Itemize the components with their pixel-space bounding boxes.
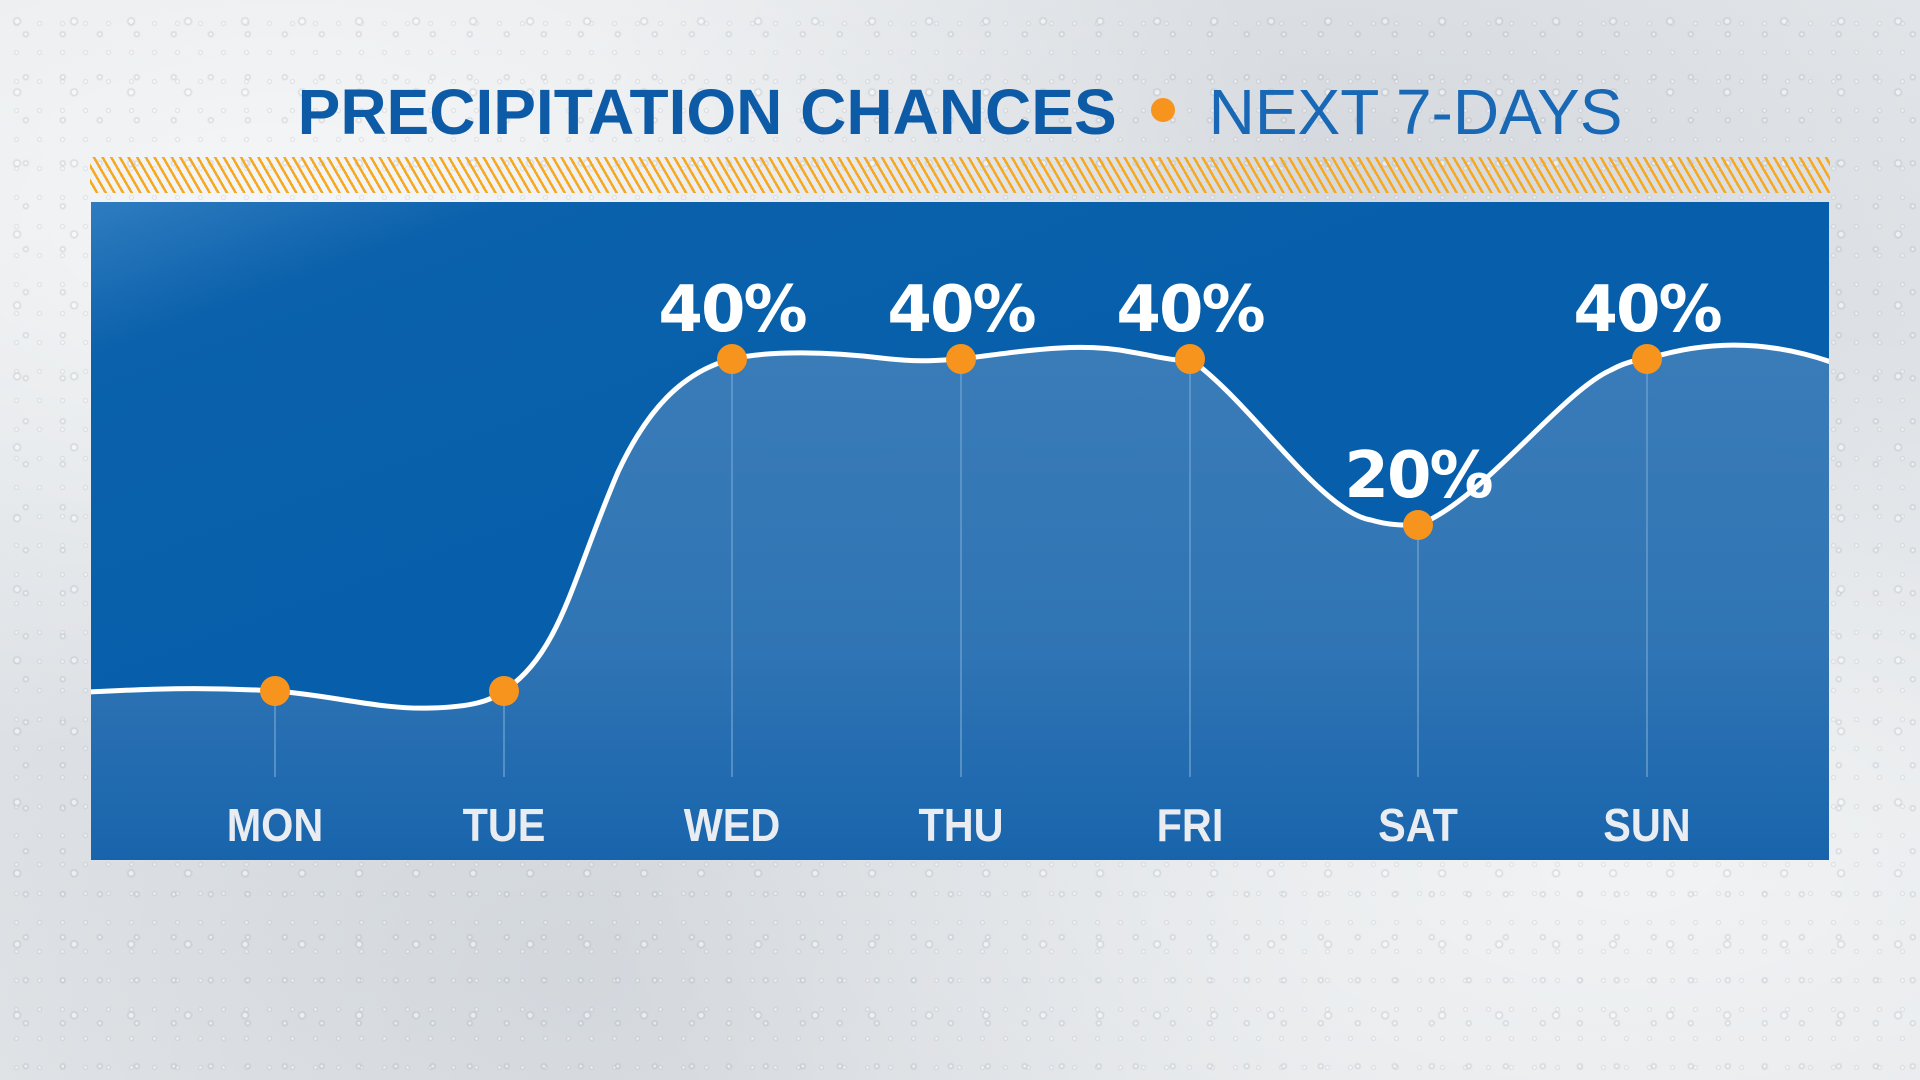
day-label-tue: TUE bbox=[462, 799, 546, 851]
value-label-fri: 40% bbox=[1116, 273, 1265, 347]
value-label-wed: 40% bbox=[658, 273, 807, 347]
day-label-fri: FRI bbox=[1156, 799, 1224, 851]
marker-wed bbox=[717, 344, 747, 374]
marker-sun bbox=[1632, 344, 1662, 374]
value-label-sun: 40% bbox=[1573, 273, 1722, 347]
value-label-thu: 40% bbox=[887, 273, 1036, 347]
value-label-sat: 20% bbox=[1344, 439, 1493, 513]
precipitation-area-chart bbox=[91, 342, 1829, 860]
day-label-sat: SAT bbox=[1378, 799, 1458, 851]
marker-mon bbox=[260, 676, 290, 706]
marker-sat bbox=[1403, 510, 1433, 540]
title-secondary: NEXT 7-DAYS bbox=[1208, 76, 1623, 148]
chart-title: PRECIPITATION CHANCES NEXT 7-DAYS bbox=[0, 74, 1920, 150]
marker-fri bbox=[1175, 344, 1205, 374]
marker-tue bbox=[489, 676, 519, 706]
day-label-mon: MON bbox=[226, 799, 324, 851]
chart-panel: 40% 40% 40% 20% 40% MON TUE WED THU FRI … bbox=[91, 202, 1829, 860]
day-label-wed: WED bbox=[683, 799, 781, 851]
day-label-sun: SUN bbox=[1603, 799, 1691, 851]
marker-thu bbox=[946, 344, 976, 374]
data-point-markers bbox=[260, 344, 1662, 706]
title-separator-dot-icon bbox=[1150, 98, 1175, 122]
title-primary: PRECIPITATION CHANCES bbox=[297, 76, 1117, 148]
hatched-divider-band bbox=[90, 157, 1830, 193]
day-label-thu: THU bbox=[918, 799, 1004, 851]
